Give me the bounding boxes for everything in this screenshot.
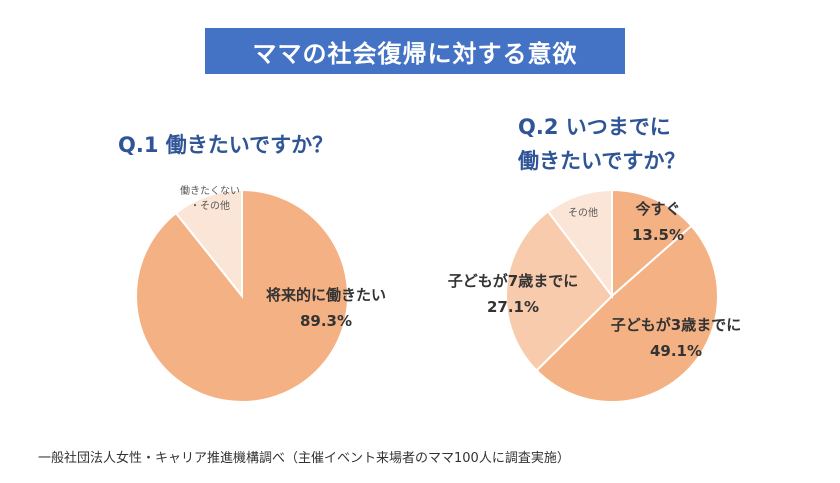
main-title: ママの社会復帰に対する意欲 <box>205 28 625 74</box>
pie-slice <box>535 224 719 404</box>
slice-label: 将来的に働きたい 89.3% <box>266 286 386 330</box>
pie-slice <box>174 188 243 299</box>
pie-slice <box>546 188 613 299</box>
q2-title: Q.2 いつまでに 働きたいですか？ <box>518 110 685 178</box>
pie-slice <box>505 210 614 372</box>
q2-title-line2: 働きたいですか？ <box>518 149 686 173</box>
slice-label: 働きたくない・その他 <box>180 184 240 212</box>
slice-label: 子どもが7歳までに 27.1% <box>448 272 578 316</box>
pie-slice <box>611 188 693 299</box>
slice-label: その他 <box>568 206 598 219</box>
q2-title-line1: Q.2 いつまでに <box>518 115 671 139</box>
slice-label: 今すぐ 13.5% <box>632 200 684 244</box>
source-note: 一般社団法人女性・キャリア推進機構調べ（主催イベント来場者のママ100人に調査実… <box>38 451 570 466</box>
q1-pie-chart: 将来的に働きたい 89.3% 働きたくない・その他 <box>135 184 386 403</box>
slice-label: 子どもが3歳までに 49.1% <box>611 316 741 360</box>
q1-title: Q.1 働きたいですか？ <box>118 133 334 157</box>
q2-pie-chart: 今すぐ 13.5% 子どもが3歳までに 49.1% 子どもが7歳までに 27.1% その他 <box>448 188 741 404</box>
